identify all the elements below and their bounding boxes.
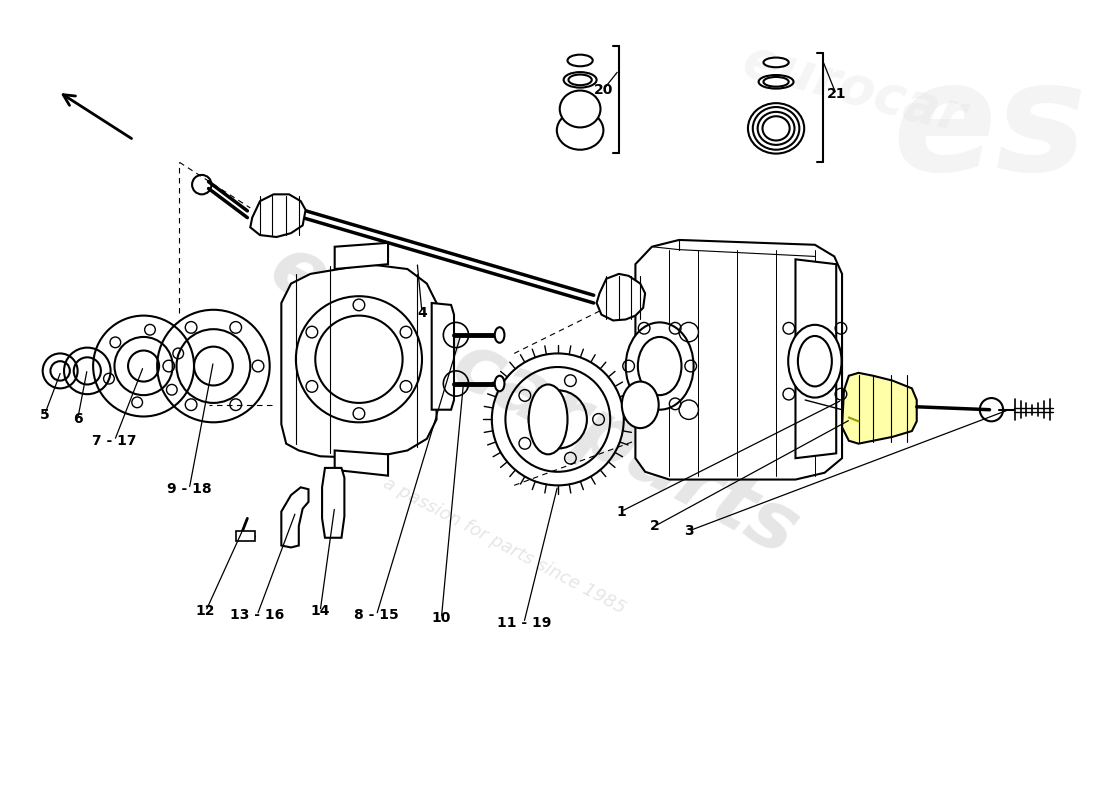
Polygon shape: [322, 468, 344, 538]
Polygon shape: [842, 373, 916, 444]
Text: 20: 20: [594, 82, 613, 97]
Polygon shape: [282, 487, 308, 547]
Ellipse shape: [621, 382, 659, 428]
Ellipse shape: [752, 107, 800, 150]
Ellipse shape: [626, 322, 694, 410]
Ellipse shape: [495, 376, 505, 391]
Text: 6: 6: [73, 413, 82, 426]
Text: eurocar: eurocar: [737, 35, 970, 144]
Text: 8 - 15: 8 - 15: [354, 608, 399, 622]
Ellipse shape: [763, 77, 789, 86]
Ellipse shape: [638, 337, 682, 395]
Polygon shape: [431, 303, 454, 410]
Ellipse shape: [763, 58, 789, 67]
Polygon shape: [636, 240, 842, 479]
Text: 3: 3: [684, 524, 694, 538]
Text: 4: 4: [417, 306, 427, 320]
Text: eurocarparts: eurocarparts: [256, 228, 811, 572]
Ellipse shape: [495, 327, 505, 342]
Ellipse shape: [762, 116, 790, 141]
Text: 2: 2: [650, 519, 660, 533]
Ellipse shape: [759, 75, 793, 89]
Ellipse shape: [560, 90, 601, 127]
Text: 5: 5: [40, 407, 49, 422]
Text: 7 - 17: 7 - 17: [92, 434, 136, 448]
Ellipse shape: [789, 325, 842, 398]
Polygon shape: [334, 450, 388, 476]
Ellipse shape: [568, 54, 593, 66]
Text: 10: 10: [431, 611, 451, 626]
Polygon shape: [282, 264, 437, 458]
Ellipse shape: [758, 112, 794, 145]
Polygon shape: [795, 259, 836, 458]
Ellipse shape: [798, 336, 832, 386]
Polygon shape: [334, 243, 388, 269]
Text: 14: 14: [310, 605, 330, 618]
Polygon shape: [251, 194, 306, 237]
Ellipse shape: [748, 103, 804, 154]
Text: 9 - 18: 9 - 18: [167, 482, 211, 496]
Text: a passion for parts since 1985: a passion for parts since 1985: [381, 474, 629, 618]
Text: 13 - 16: 13 - 16: [230, 608, 284, 622]
Text: 1: 1: [616, 505, 626, 518]
Polygon shape: [596, 274, 645, 321]
Polygon shape: [235, 531, 255, 541]
Text: 12: 12: [196, 605, 216, 618]
Ellipse shape: [569, 74, 592, 86]
Ellipse shape: [563, 72, 596, 88]
Text: es: es: [892, 54, 1087, 203]
Text: 11 - 19: 11 - 19: [497, 616, 551, 630]
Ellipse shape: [529, 385, 568, 454]
Ellipse shape: [557, 111, 604, 150]
Text: 21: 21: [826, 87, 846, 102]
